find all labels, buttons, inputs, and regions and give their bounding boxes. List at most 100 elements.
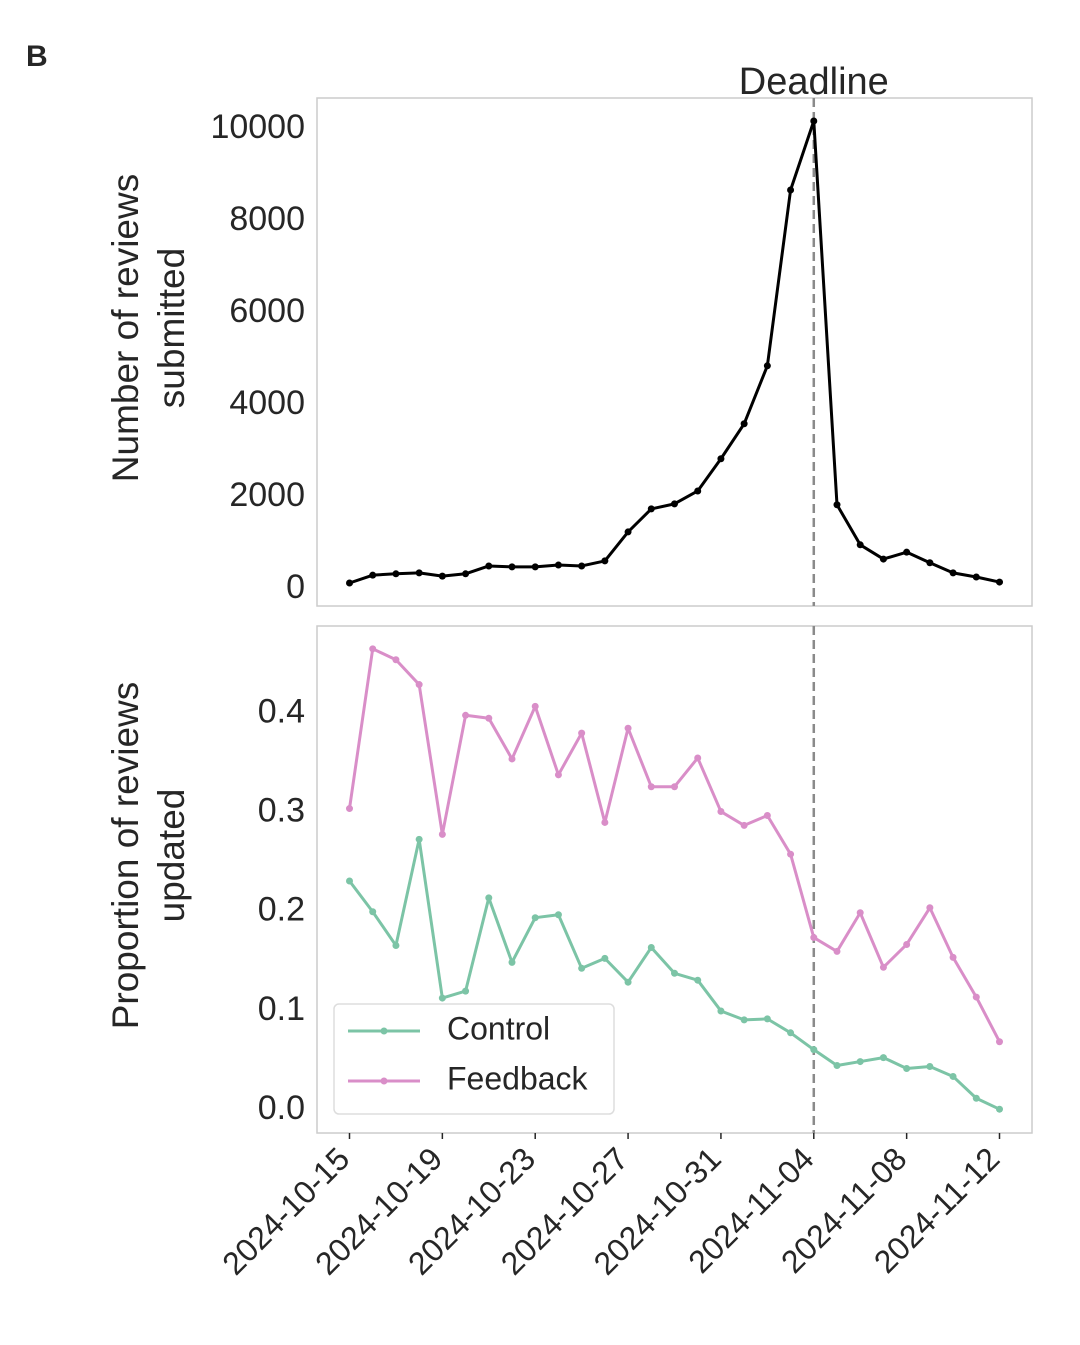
- data-point: [972, 573, 980, 581]
- data-point: [415, 835, 423, 843]
- data-point: [879, 1054, 887, 1062]
- data-point: [578, 562, 586, 570]
- data-point: [601, 557, 609, 565]
- data-point: [856, 541, 864, 549]
- data-point: [485, 894, 493, 902]
- y-axis-label: Proportion of reviews updated: [105, 682, 192, 1030]
- data-point: [810, 934, 818, 942]
- data-point: [926, 904, 934, 912]
- data-point: [531, 914, 539, 922]
- panel-label: B: [26, 40, 48, 73]
- data-point: [787, 186, 795, 194]
- data-point: [717, 808, 725, 816]
- data-point: [879, 555, 887, 563]
- data-point: [694, 754, 702, 762]
- data-point: [671, 969, 678, 977]
- data-point: [647, 783, 655, 791]
- data-point: [694, 976, 702, 984]
- data-point: [926, 559, 934, 567]
- y-tick-label: 0.3: [258, 792, 305, 830]
- data-point: [671, 783, 678, 791]
- data-point: [346, 877, 353, 885]
- data-point: [810, 117, 818, 125]
- data-point: [763, 812, 771, 820]
- data-point: [392, 570, 400, 578]
- data-point: [369, 908, 377, 916]
- y-tick-label: 6000: [229, 292, 305, 330]
- data-point: [554, 561, 562, 569]
- y-tick-label: 10000: [210, 108, 305, 146]
- data-point: [601, 954, 609, 962]
- data-point: [949, 569, 957, 577]
- y-tick-label: 0.0: [258, 1089, 305, 1127]
- data-point: [485, 562, 493, 570]
- data-point: [903, 548, 911, 556]
- data-point: [972, 1094, 980, 1102]
- plot-frame: [316, 97, 1033, 607]
- data-point: [554, 911, 562, 919]
- y-axis-label-line: updated: [151, 789, 192, 923]
- data-point: [787, 850, 795, 858]
- data-point: [996, 1105, 1003, 1113]
- data-point: [763, 362, 771, 370]
- data-point: [578, 964, 586, 972]
- deadline-label: Deadline: [739, 61, 889, 103]
- y-axis-label-line: Number of reviews: [105, 174, 146, 482]
- data-point: [856, 1058, 864, 1066]
- data-point: [508, 563, 516, 571]
- data-point: [833, 947, 841, 955]
- data-point: [740, 821, 748, 829]
- data-point: [508, 755, 516, 763]
- data-point: [763, 1015, 771, 1023]
- data-point: [647, 943, 655, 951]
- series-line: [348, 647, 1001, 1043]
- data-point: [740, 420, 748, 428]
- data-point: [647, 505, 655, 513]
- y-tick-label: 0.1: [258, 990, 305, 1028]
- data-point: [833, 501, 841, 509]
- data-point: [462, 570, 470, 578]
- data-point: [694, 487, 702, 495]
- y-tick-label: 0.4: [258, 692, 305, 730]
- data-point: [624, 978, 632, 986]
- data-point: [810, 1046, 818, 1054]
- data-point: [903, 1065, 911, 1073]
- data-point: [926, 1063, 934, 1071]
- data-point: [415, 681, 423, 689]
- y-axis-label: Number of reviews submitted: [105, 174, 192, 482]
- data-point: [740, 1016, 748, 1024]
- data-point: [717, 455, 725, 463]
- data-point: [996, 578, 1003, 586]
- data-point: [485, 714, 493, 722]
- legend-label: Control: [447, 1010, 550, 1046]
- data-point: [554, 771, 562, 779]
- legend-label: Feedback: [447, 1060, 589, 1096]
- data-point: [438, 572, 446, 580]
- series-line: [349, 119, 1000, 585]
- plot-frame: [316, 625, 1033, 1134]
- data-point: [717, 1007, 725, 1015]
- data-point: [392, 941, 400, 949]
- data-point: [438, 994, 446, 1002]
- data-point: [671, 500, 678, 508]
- data-point: [949, 1072, 957, 1080]
- y-axis-label-line: submitted: [151, 248, 192, 408]
- data-point: [601, 818, 609, 826]
- data-point: [531, 702, 539, 710]
- y-tick-label: 2000: [229, 476, 305, 514]
- y-tick-label: 4000: [229, 384, 305, 422]
- data-point: [996, 1038, 1003, 1046]
- data-point: [392, 656, 400, 664]
- data-point: [833, 1062, 841, 1070]
- data-point: [369, 645, 377, 653]
- data-point: [531, 563, 539, 571]
- data-point: [856, 909, 864, 917]
- data-point: [903, 940, 911, 948]
- data-point: [972, 993, 980, 1001]
- data-point: [462, 711, 470, 719]
- data-point: [787, 1029, 795, 1037]
- legend-marker: [380, 1027, 388, 1035]
- legend-marker: [380, 1077, 388, 1085]
- y-tick-label: 0: [286, 568, 305, 606]
